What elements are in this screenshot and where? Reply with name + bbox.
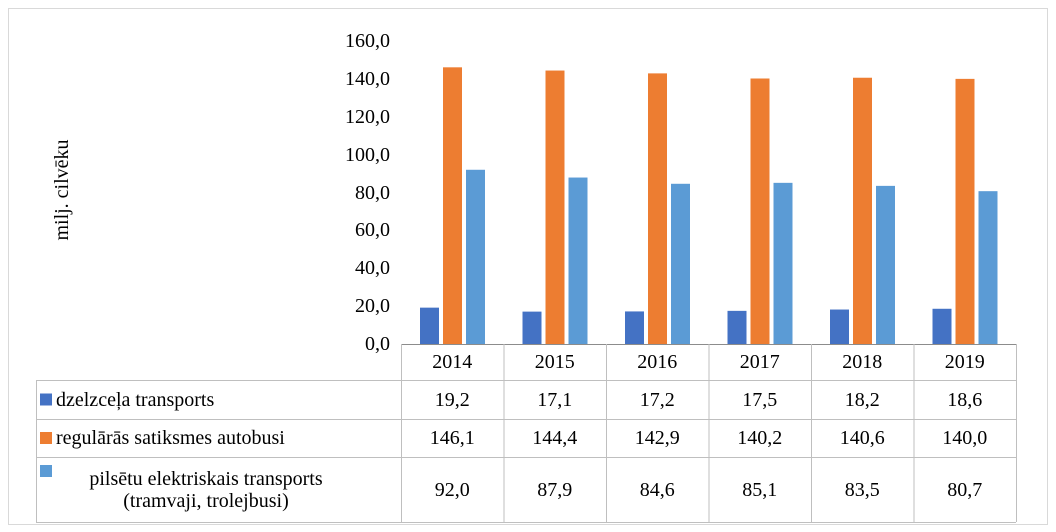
y-tick-label: 140,0 [345,67,390,90]
legend-label: pilsētu elektriskais transports (tramvaj… [89,467,323,512]
x-tick-label: 2017 [739,351,780,373]
data-label: 80,7 [947,478,983,501]
y-tick-label: 120,0 [345,105,390,128]
data-label: 18,2 [844,388,880,411]
x-tick-label: 2014 [432,351,473,373]
bar [648,73,667,345]
data-label: 17,5 [742,388,778,411]
bar [978,191,998,344]
data-label: 92,0 [434,478,470,501]
x-tick-label: 2018 [842,351,883,373]
bar [750,78,770,344]
bar [443,67,462,345]
data-label: 18,6 [947,388,983,411]
y-axis-title: milj. cilvēku [51,139,73,241]
bar [671,183,690,344]
legend-swatch [40,393,52,406]
data-label: 146,1 [429,427,475,449]
y-tick-label: 160,0 [345,30,390,52]
legend-label: regulārās satiksmes autobusi [56,427,285,449]
bar [876,185,895,344]
data-label: 83,5 [844,478,880,501]
data-label: 84,6 [639,478,675,501]
bar [420,307,439,344]
y-tick-label: 0,0 [365,333,390,355]
legend-label: dzelzceļa transports [56,388,215,411]
bar [545,70,565,344]
data-label: 17,2 [639,388,675,411]
bar [932,308,952,344]
x-tick-label: 2016 [637,351,678,373]
data-label: 140,6 [839,427,885,449]
x-tick-label: 2019 [944,351,985,373]
bar [830,309,849,344]
data-label: 140,0 [942,427,988,449]
data-label: 85,1 [742,478,778,501]
bar [773,182,793,344]
y-tick-label: 40,0 [355,257,390,280]
bar [727,310,747,344]
legend-swatch [40,432,52,444]
x-tick-label: 2015 [534,351,575,373]
chart-border [8,8,1048,525]
data-label: 144,4 [532,427,578,449]
bar [955,78,975,344]
data-label: 19,2 [434,388,470,411]
y-tick-label: 80,0 [355,181,390,204]
y-tick-label: 100,0 [345,143,390,166]
bar [625,311,644,344]
data-label: 17,1 [537,388,573,411]
data-label: 87,9 [537,478,573,501]
data-label: 140,2 [737,427,783,449]
bar [466,169,485,344]
bar [853,77,872,345]
y-tick-label: 60,0 [355,219,390,242]
bar [522,311,542,344]
data-label: 142,9 [634,427,680,449]
legend-swatch [40,465,52,477]
bar [568,177,588,344]
y-tick-label: 20,0 [355,295,390,318]
